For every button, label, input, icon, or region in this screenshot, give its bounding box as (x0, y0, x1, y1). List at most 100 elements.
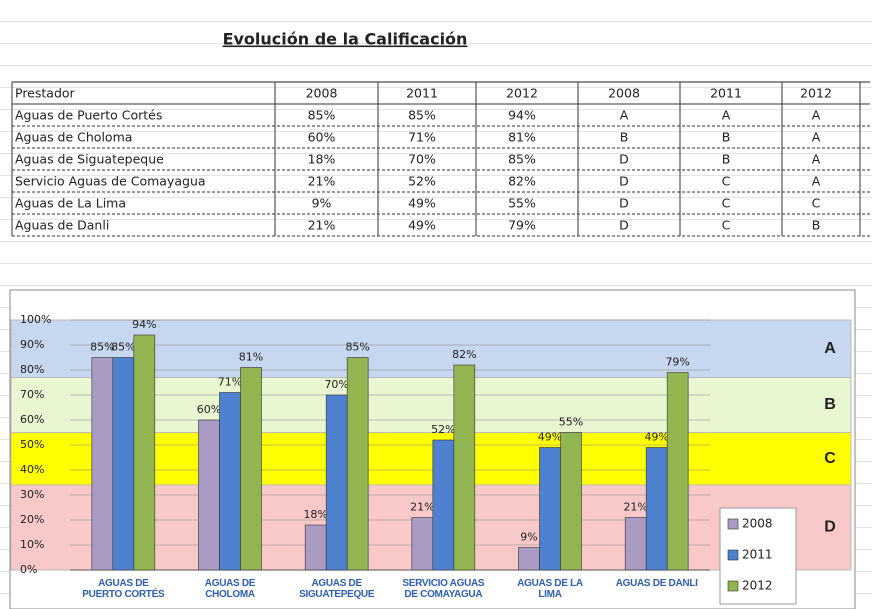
legend-swatch (727, 580, 739, 592)
cell: 2012 (506, 86, 538, 101)
y-tick-label: 20% (20, 513, 44, 526)
cell: B (620, 130, 629, 145)
y-tick-label: 80% (20, 363, 44, 376)
cell: A (620, 108, 629, 123)
bar (645, 447, 668, 571)
band-label: B (824, 396, 836, 413)
legend-swatch (727, 518, 739, 530)
cell: 85% (308, 108, 336, 123)
value-label: 85% (345, 341, 369, 354)
y-tick-label: 50% (20, 438, 44, 451)
bar (453, 364, 476, 571)
cell: C (812, 196, 821, 211)
cell: 85% (508, 152, 536, 167)
bar (560, 432, 582, 571)
bar (666, 372, 689, 571)
bar (198, 419, 220, 571)
bar (411, 517, 434, 571)
x-tick-label: AGUAS DE LA LIMA (508, 578, 592, 600)
cell: 18% (308, 152, 336, 167)
value-label: 82% (452, 348, 476, 361)
cell: 2011 (406, 86, 438, 101)
cell: D (619, 174, 629, 189)
bar (432, 439, 455, 571)
bar (539, 447, 561, 571)
bar (219, 392, 241, 571)
bar (133, 334, 156, 571)
y-tick-label: 100% (20, 313, 51, 326)
y-tick-label: 30% (20, 488, 44, 501)
value-label: 49% (538, 431, 562, 444)
value-label: 85% (90, 341, 114, 354)
cell: C (722, 218, 731, 233)
cell: 82% (508, 174, 536, 189)
cell: 21% (308, 174, 336, 189)
cell: A (812, 130, 821, 145)
cell: A (812, 108, 821, 123)
value-label: 79% (665, 356, 689, 369)
cell: 2011 (710, 86, 742, 101)
cell: A (812, 152, 821, 167)
cell: 70% (408, 152, 436, 167)
row-label: Prestador (15, 86, 76, 101)
value-label: 94% (132, 318, 156, 331)
cell: B (722, 152, 731, 167)
cell: 85% (408, 108, 436, 123)
y-tick-label: 0% (20, 563, 37, 576)
bar (240, 367, 262, 571)
y-tick-label: 70% (20, 388, 44, 401)
legend-label: 2008 (742, 517, 773, 531)
band-label: C (824, 450, 836, 467)
value-label: 9% (520, 531, 537, 544)
cell: 2008 (306, 86, 338, 101)
cell: 55% (508, 196, 536, 211)
cell: 9% (312, 196, 332, 211)
x-tick-label: AGUAS DE SIGUATEPEQUE (294, 578, 379, 600)
value-label: 81% (239, 351, 263, 364)
cell: 94% (508, 108, 536, 123)
cell: C (722, 196, 731, 211)
row-label: Aguas de Siguatepeque (15, 152, 164, 167)
legend-label: 2012 (742, 579, 773, 593)
value-label: 60% (197, 403, 221, 416)
bar (91, 357, 114, 571)
table-title: Evolución de la Calificación (223, 30, 468, 49)
y-tick-label: 90% (20, 338, 44, 351)
row-label: Aguas de La Lima (15, 196, 126, 211)
cell: A (722, 108, 731, 123)
x-tick-label: SERVICIO AGUAS DE COMAYAGUA (401, 578, 486, 600)
y-tick-label: 40% (20, 463, 44, 476)
cell: C (722, 174, 731, 189)
bar (304, 524, 327, 571)
value-label: 49% (644, 431, 668, 444)
x-tick-label: AGUAS DE CHOLOMA (188, 578, 272, 600)
row-label: Aguas de Danli (15, 218, 109, 233)
value-label: 71% (218, 376, 242, 389)
cell: 49% (408, 196, 436, 211)
value-label: 55% (559, 416, 583, 429)
legend-label: 2011 (742, 548, 773, 562)
y-tick-label: 60% (20, 413, 44, 426)
value-label: 21% (623, 501, 647, 514)
cell: D (619, 218, 629, 233)
y-tick-label: 10% (20, 538, 44, 551)
cell: 71% (408, 130, 436, 145)
row-label: Aguas de Puerto Cortés (15, 108, 162, 123)
value-label: 18% (303, 508, 327, 521)
bar (624, 517, 647, 571)
cell: A (812, 174, 821, 189)
cell: D (619, 152, 629, 167)
row-label: Aguas de Choloma (15, 130, 132, 145)
bar (518, 547, 540, 571)
value-label: 85% (111, 341, 135, 354)
x-tick-label: AGUAS DE DANLI (614, 578, 699, 589)
x-tick-label: AGUAS DE PUERTO CORTÉS (81, 578, 166, 600)
cell: B (722, 130, 731, 145)
bar (112, 357, 135, 571)
value-label: 52% (431, 423, 455, 436)
legend-swatch (727, 549, 739, 561)
cell: 79% (508, 218, 536, 233)
row-label: Servicio Aguas de Comayagua (15, 174, 206, 189)
bar (346, 357, 369, 571)
cell: 2008 (608, 86, 640, 101)
